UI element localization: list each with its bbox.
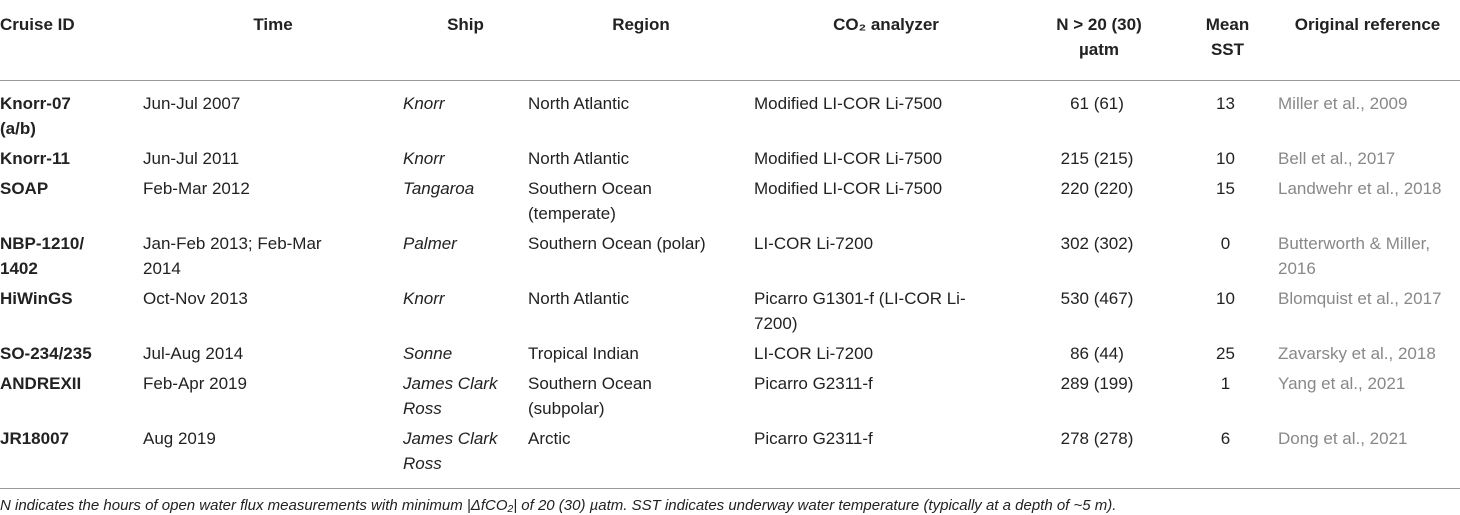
column-header: Cruise ID [0,0,143,81]
table-cell: Picarro G2311-f [754,423,1018,489]
table-cell: Knorr [403,288,445,308]
data-table: Cruise ID Time Ship Region CO₂ analyzer N > 2… [0,0,1460,489]
column-header: N > 20 (30) µatm [1018,0,1180,81]
table-cell: 10 [1216,148,1235,168]
table-cell: Modified LI-COR Li-7500 [754,178,943,198]
table-cell: Arctic [528,423,754,489]
table-cell: Feb-Apr 2019 [143,373,247,393]
table-cell: Aug 2019 [143,423,403,489]
table-cell: 13 [1216,93,1235,113]
table-row: ANDREXII Feb-Apr 2019 James Clark Ross Sout… [0,369,1460,424]
table-cell: Southern Ocean (polar) [528,233,706,253]
table-cell: 61 (61) [1070,93,1124,113]
table-cell: Jul-Aug 2014 [143,343,244,363]
table-row: JR18007 Aug 2019 James Clark Ross Arctic Pic… [0,423,1460,489]
table-body: Knorr-07 (a/b) Jun-Jul 2007 Knorr North Atl… [0,80,1460,489]
table-cell: 302 (302) [1060,233,1134,253]
table-row: Knorr-11 Jun-Jul 2011 Knorr North Atlantic M… [0,144,1460,174]
table-cell: SOAP [0,178,49,198]
table-cell: Southern Ocean (temperate) [528,178,652,223]
table-cell: Tropical Indian [528,343,639,363]
column-header: CO₂ analyzer [754,0,1018,81]
column-header: Region [528,0,754,81]
table-cell: 0 [1220,233,1231,253]
table-cell: 220 (220) [1060,178,1134,198]
table-cell: Bell et al., 2017 [1278,148,1396,168]
table-cell: 10 [1216,288,1235,308]
table-row: SO-234/235 Jul-Aug 2014 Sonne Tropical Indi… [0,339,1460,369]
header-row: Cruise ID Time Ship Region CO₂ analyzer N > 2… [0,0,1460,81]
table-cell: SO-234/235 [0,343,92,363]
table-row: SOAP Feb-Mar 2012 Tangaroa Southern Ocean (… [0,174,1460,229]
table-cell: Picarro G1301-f (LI-COR Li- 7200) [754,288,966,333]
table-cell: LI-COR Li-7200 [754,233,874,253]
table-cell: ANDREXII [0,373,82,393]
table-cell: LI-COR Li-7200 [754,343,874,363]
table-cell: HiWinGS [0,288,73,308]
table-cell: Yang et al., 2021 [1278,373,1406,393]
table-cell: North Atlantic [528,288,630,308]
table-cell: Knorr [403,148,445,168]
table-cell: North Atlantic [528,148,630,168]
table-cell: 530 (467) [1060,288,1134,308]
table-cell: Tangaroa [403,178,475,198]
table-cell: 1 [1220,373,1231,393]
table-cell: North Atlantic [528,93,630,113]
table-cell: NBP-1210/ 1402 [0,233,85,278]
column-header: Mean SST [1180,0,1275,81]
column-header: Time [143,0,403,81]
table-cell: Modified LI-COR Li-7500 [754,93,943,113]
table-row: HiWinGS Oct-Nov 2013 Knorr North Atlantic Pi… [0,284,1460,339]
table-row: NBP-1210/ 1402 Jan-Feb 2013; Feb-Mar 2014… [0,229,1460,284]
table-cell: Jan-Feb 2013; Feb-Mar 2014 [143,233,322,278]
table-cell: Landwehr et al., 2018 [1278,178,1442,198]
table-cell: James Clark Ross [403,373,498,418]
table-cell: Jun-Jul 2007 [143,93,241,113]
table-cell: Dong et al., 2021 [1275,423,1460,489]
column-header: Original reference [1275,0,1460,81]
table-cell: Butterworth & Miller, 2016 [1278,233,1431,278]
table-cell: Picarro G2311-f [754,373,873,393]
table-cell: 278 (278) [1018,423,1180,489]
table-cell: 25 [1216,343,1235,363]
table-cell: JR18007 [0,423,143,489]
table-cell: Sonne [403,343,453,363]
table-cell: Southern Ocean (subpolar) [528,373,652,418]
table-cell: 215 (215) [1060,148,1134,168]
table-cell: 15 [1216,178,1235,198]
table-cell: Zavarsky et al., 2018 [1278,343,1436,363]
table-cell: Blomquist et al., 2017 [1278,288,1442,308]
footnote: N indicates the hours of open water flux… [0,496,1117,514]
table-cell: Feb-Mar 2012 [143,178,250,198]
table-cell: Knorr-07 (a/b) [0,93,71,138]
table-row: Knorr-07 (a/b) Jun-Jul 2007 Knorr North Atl… [0,80,1460,144]
table-cell: Palmer [403,233,457,253]
table-cell: Knorr [403,93,445,113]
table-cell: Knorr-11 [0,148,70,168]
table-cell: Oct-Nov 2013 [143,288,248,308]
table-cell: Modified LI-COR Li-7500 [754,148,943,168]
table-cell: 6 [1180,423,1275,489]
column-header: Ship [403,0,528,81]
table-cell: 86 (44) [1070,343,1124,363]
table-cell: 289 (199) [1060,373,1134,393]
table-cell: Miller et al., 2009 [1278,93,1408,113]
table-cell: Jun-Jul 2011 [143,148,240,168]
table-cell: James Clark Ross [403,423,528,489]
